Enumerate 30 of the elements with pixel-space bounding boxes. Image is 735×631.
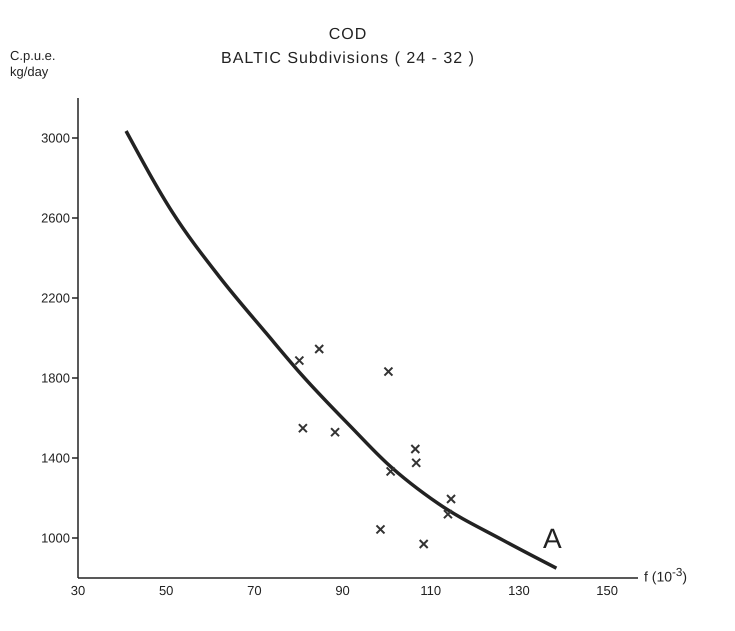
point (446, 494, 456, 504)
point (330, 427, 340, 438)
x-tick-label: 150 (596, 583, 618, 598)
x-tick-label: 110 (420, 583, 442, 598)
point (418, 539, 429, 549)
y-tick-label: 1800 (41, 370, 70, 386)
point (294, 356, 304, 366)
x-tick-label: 130 (508, 583, 530, 598)
point (386, 466, 396, 476)
x-tick-label: 90 (335, 583, 350, 598)
chart-subtitle: BALTIC Subdivisions ( 24 - 32 ) (221, 50, 475, 67)
x-tick-label: 30 (70, 583, 86, 598)
y-tick-label: 3000 (41, 130, 70, 146)
y-tick-label: 2600 (41, 210, 70, 226)
point (314, 344, 324, 354)
y-axis-title: C.p.u.e. kg/day (10, 48, 56, 80)
x-tick-label: 50 (158, 583, 174, 598)
y-tick-label: 2200 (41, 290, 70, 306)
point (411, 458, 422, 468)
x-tick-label: 70 (247, 583, 262, 598)
x-axis-title: f (10$^{-3}$) (644, 566, 688, 585)
point (375, 524, 386, 534)
chart-title: COD (328, 26, 368, 44)
y-tick-label: 1000 (41, 530, 70, 546)
point (410, 444, 420, 454)
point (298, 423, 308, 434)
point (442, 509, 453, 520)
point (383, 366, 394, 377)
y-tick-label: 1400 (41, 450, 70, 466)
annotation: A (543, 523, 562, 555)
